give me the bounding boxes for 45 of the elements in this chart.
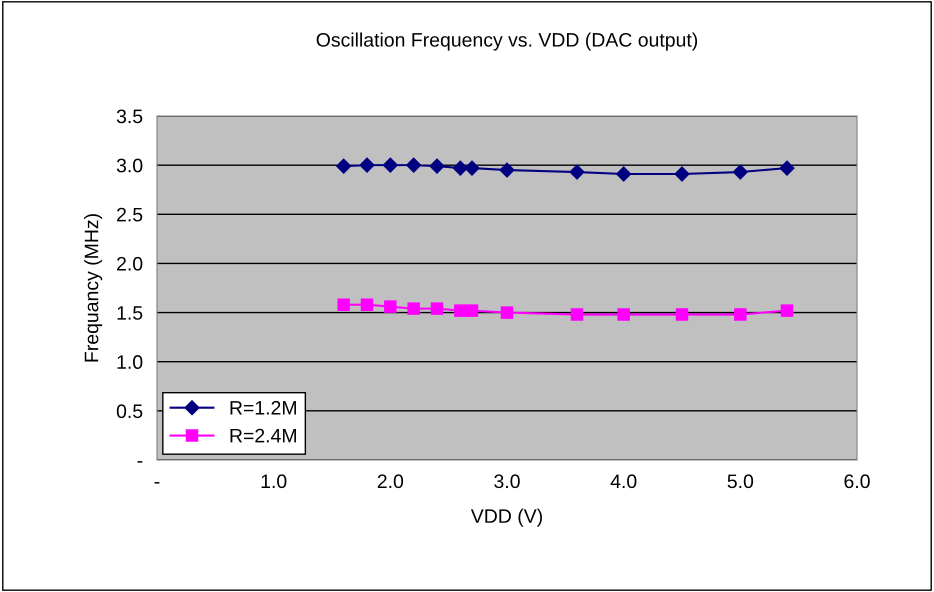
y-tick-label: 0.5 xyxy=(116,404,142,418)
point xyxy=(407,302,420,315)
point xyxy=(384,300,397,313)
y-tick-label: - xyxy=(138,461,142,463)
x-tick-label: 5.0 xyxy=(728,474,754,488)
y-tick-label: 1.5 xyxy=(118,306,142,320)
legend-label: R=1.2M xyxy=(230,400,296,415)
y-tick-label: 1.0 xyxy=(118,355,142,369)
legend-label: R=2.4M xyxy=(230,428,296,442)
point xyxy=(466,304,478,317)
point xyxy=(359,158,375,173)
point xyxy=(569,164,585,180)
y-tick-label: 3.5 xyxy=(116,109,142,124)
point xyxy=(382,158,398,173)
point xyxy=(360,298,374,311)
x-tick-label: 4.0 xyxy=(610,474,636,488)
x-tick-label: 1.0 xyxy=(262,474,286,488)
point xyxy=(734,308,747,321)
point xyxy=(499,162,515,178)
point xyxy=(617,308,630,321)
x-tick-label: 3.0 xyxy=(494,474,520,488)
point xyxy=(337,298,350,311)
point xyxy=(454,304,467,317)
x-tick-label: 6.0 xyxy=(844,474,870,488)
x-axis-title: VDD (V) xyxy=(470,508,542,527)
y-tick-label: 3.0 xyxy=(116,158,142,172)
point xyxy=(430,302,444,315)
point xyxy=(676,308,688,321)
point xyxy=(570,308,584,321)
y-tick-label: 2.5 xyxy=(117,208,142,222)
point xyxy=(336,158,352,174)
point xyxy=(500,306,514,319)
x-tick-label: 2.0 xyxy=(378,474,404,488)
point xyxy=(464,160,480,176)
chart-title: Oscillation Frequency vs. VDD (DAC output) xyxy=(316,32,698,51)
point xyxy=(674,166,690,182)
y-axis-title: Frequancy (MHz) xyxy=(84,214,102,362)
point xyxy=(779,160,795,176)
point xyxy=(732,164,748,180)
y-tick-label: 2.0 xyxy=(117,256,142,271)
point xyxy=(616,166,632,182)
point xyxy=(429,158,445,174)
point xyxy=(452,160,468,176)
point xyxy=(406,158,422,173)
point xyxy=(780,304,794,317)
